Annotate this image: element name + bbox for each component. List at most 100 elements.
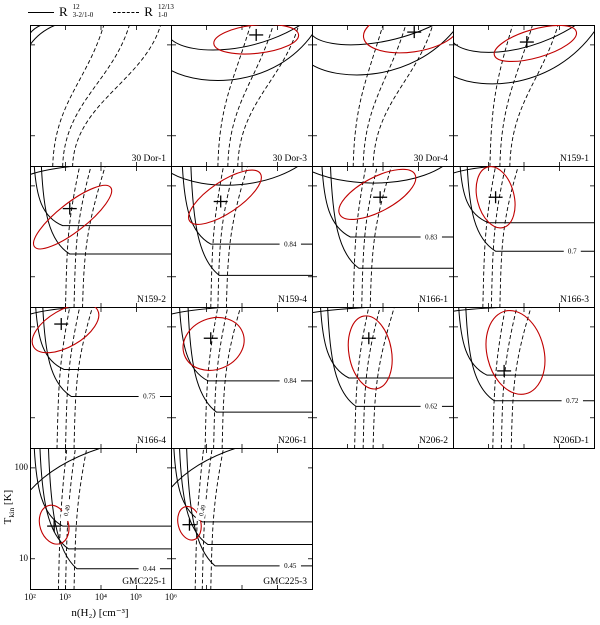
panel-30-dor-3: 30 Dor-3 [171, 25, 313, 167]
contour-label: 0.49 [60, 499, 74, 522]
legend-item-solid: R 12 3-2/1-0 [28, 4, 93, 20]
contour-label: 0.49 [195, 499, 209, 522]
panel-frame [171, 166, 313, 308]
solid-contour [329, 166, 454, 269]
dashed-contour [227, 25, 274, 167]
solid-contour [458, 307, 595, 376]
dashed-line-icon [113, 11, 140, 13]
red-confidence-contour [347, 315, 393, 390]
y-axis-title-rest: [K] [1, 489, 14, 508]
panel-n206d-1: 0.72 N206D-1 [453, 307, 595, 449]
red-confidence-contour [338, 168, 417, 220]
panel-frame [30, 25, 172, 167]
panel-label: GMC225-3 [263, 577, 307, 587]
dashed-contour [204, 307, 219, 449]
solid-contour [30, 307, 79, 315]
solid-contour [35, 307, 172, 370]
panel-label: 30 Dor-1 [132, 154, 167, 164]
y-axis-title-base: T [1, 517, 14, 525]
panel-plot: 30 Dor-1 [30, 25, 172, 167]
solid-line-icon [28, 11, 54, 13]
solid-contour [171, 448, 237, 489]
panel-n159-4: 0.84 N159-4 [171, 166, 313, 308]
red-confidence-contour [177, 505, 202, 541]
dashed-contour [361, 166, 378, 308]
solid-contour [453, 307, 510, 312]
dashed-contour [82, 166, 106, 308]
dashed-contour [73, 448, 88, 590]
dashed-contour [217, 25, 251, 167]
contour-label: 0.72 [561, 395, 583, 405]
dashed-contour [489, 25, 514, 167]
legend-label-sup: 12/13 [157, 3, 174, 12]
x-tick-1e5: 10⁵ [129, 592, 143, 602]
red-confidence-contour [33, 184, 113, 250]
dashed-contour [210, 166, 224, 308]
panel-label: N166-1 [419, 295, 448, 305]
panel-gmc225-3: 0.45 0.49 GMC225-3 [171, 448, 313, 590]
red-confidence-contour [485, 309, 546, 395]
panel-plot: N159-1 [453, 25, 595, 167]
solid-contour [40, 166, 172, 255]
svg-text:0.75: 0.75 [143, 393, 156, 401]
solid-contour [47, 448, 172, 570]
panel-gmc225-1: 0.44 0.49 GMC225-1 [30, 448, 172, 590]
contour-label: 0.7 [563, 246, 581, 255]
dashed-contour [354, 307, 370, 449]
solid-contour [453, 30, 595, 85]
dashed-contour [210, 448, 224, 590]
dashed-contour [372, 25, 434, 167]
panel-label: N159-1 [560, 154, 589, 164]
solid-contour [33, 448, 172, 527]
solid-contour [179, 448, 313, 546]
panel-plot: 0.62 N206-2 [312, 307, 454, 449]
panel-label: N166-4 [137, 436, 166, 446]
panel-plot: 0.44 0.49 GMC225-1 [30, 448, 172, 590]
solid-contour [453, 25, 577, 53]
y-axis-title-sub: kin [7, 507, 17, 518]
y-tick-10: 10 [19, 553, 28, 563]
solid-contour [312, 30, 454, 76]
dashed-contour [362, 25, 407, 167]
solid-contour [320, 307, 454, 379]
legend: R 12 3-2/1-0 R 12/13 1-0 [28, 2, 174, 22]
x-axis-title: n(H₂) [cm⁻³] [71, 607, 129, 619]
red-confidence-contour [475, 166, 516, 229]
y-tick-100: 100 [14, 462, 29, 472]
panel-n159-1: N159-1 [453, 25, 595, 167]
dashed-contour [510, 307, 532, 449]
dashed-contour [492, 307, 506, 449]
svg-text:0.72: 0.72 [566, 397, 579, 405]
solid-contour [459, 166, 595, 224]
solid-contour [30, 25, 56, 46]
svg-text:0.62: 0.62 [425, 403, 438, 411]
dashed-contour [62, 25, 130, 167]
panel-frame [30, 166, 172, 308]
panel-n206-1: 0.84 N206-1 [171, 307, 313, 449]
solid-contour [321, 166, 454, 238]
solid-contour [30, 448, 102, 491]
dashed-contour [372, 307, 395, 449]
solid-contour [312, 166, 445, 184]
dashed-contour [217, 166, 236, 308]
x-tick-1e6: 10⁶ [164, 592, 178, 602]
solid-contour [42, 307, 172, 397]
solid-contour [171, 25, 302, 51]
solid-contour [30, 166, 76, 175]
panel-plot: 0.84 N206-1 [171, 307, 313, 449]
legend-label-scripts: 12/13 1-0 [158, 4, 174, 19]
panel-label: N159-2 [137, 295, 166, 305]
panel-n206-2: 0.62 N206-2 [312, 307, 454, 449]
svg-text:0.83: 0.83 [425, 233, 438, 241]
solid-contour [186, 448, 313, 567]
svg-text:0.84: 0.84 [284, 240, 297, 248]
solid-contour [181, 166, 313, 245]
svg-text:0.49: 0.49 [198, 504, 208, 517]
contour-label: 0.75 [138, 391, 160, 401]
contour-label: 0.84 [279, 239, 301, 248]
dashed-contour [73, 307, 93, 449]
panel-label: N206-2 [419, 436, 448, 446]
panel-n166-3: 0.7 N166-3 [453, 166, 595, 308]
panel-frame [453, 166, 595, 308]
